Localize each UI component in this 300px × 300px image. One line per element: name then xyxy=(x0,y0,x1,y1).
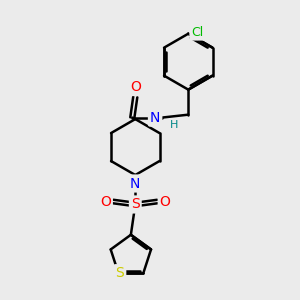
Text: Cl: Cl xyxy=(191,26,203,39)
Text: O: O xyxy=(100,194,111,208)
Text: S: S xyxy=(131,197,140,212)
Text: H: H xyxy=(170,120,178,130)
Text: S: S xyxy=(116,266,124,280)
Text: O: O xyxy=(160,194,171,208)
Text: O: O xyxy=(130,80,141,94)
Text: N: N xyxy=(130,176,140,190)
Text: N: N xyxy=(150,111,160,124)
